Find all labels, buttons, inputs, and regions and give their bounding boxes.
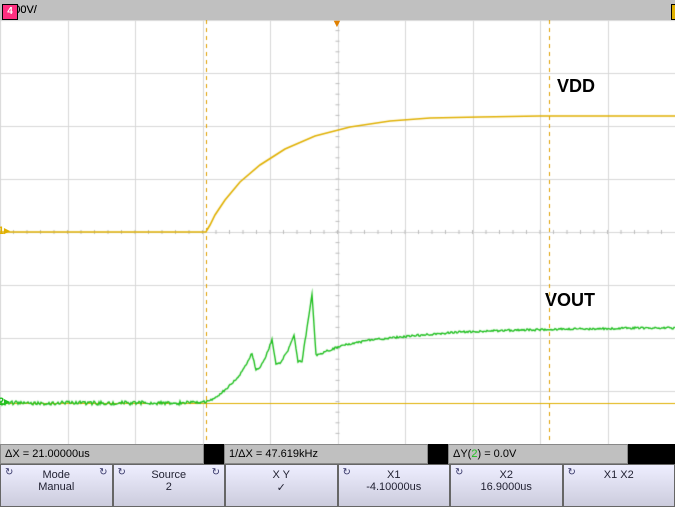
ground-marker-ch2: 2▸ xyxy=(0,395,10,408)
trace-label-vdd: VDD xyxy=(557,76,595,97)
waveform-plot: VDD VOUT 1▸ 2▸ ▼ xyxy=(0,20,675,444)
delta-y-readout: ΔY(2) = 0.0V xyxy=(448,444,628,464)
softkey-0[interactable]: ↻↻ModeManual xyxy=(0,464,113,507)
ground-marker-ch1: 1▸ xyxy=(0,224,10,237)
delta-x-readout: ΔX = 21.00000us xyxy=(0,444,204,464)
softkey-4[interactable]: ↻X216.9000us xyxy=(450,464,563,507)
softkey-5[interactable]: ↻X1 X2 xyxy=(563,464,675,507)
measurement-bar: ΔX = 21.00000us 1/ΔX = 47.619kHz ΔY(2) =… xyxy=(0,444,675,464)
softkey-1[interactable]: ↻↻Source2 xyxy=(113,464,226,507)
softkey-bar: ↻↻ModeManual↻↻Source2X Y✓↻X1-4.10000us↻X… xyxy=(0,464,675,507)
trace-label-vout: VOUT xyxy=(545,290,595,311)
inv-delta-x-readout: 1/ΔX = 47.619kHz xyxy=(224,444,428,464)
softkey-2[interactable]: X Y✓ xyxy=(225,464,338,507)
top-status-bar: 1 2.00V/2 2.00V/3 4 ⇕ 5.850§ 5.00§/ Stop… xyxy=(0,0,675,20)
softkey-3[interactable]: ↻X1-4.10000us xyxy=(338,464,451,507)
trigger-time-marker: ▼ xyxy=(332,18,343,30)
